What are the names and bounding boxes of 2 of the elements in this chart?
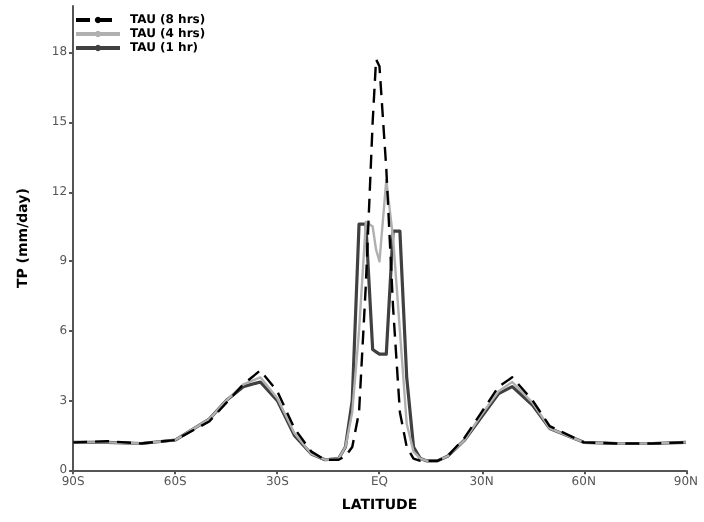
line-series xyxy=(71,178,688,463)
line-series xyxy=(71,58,688,463)
